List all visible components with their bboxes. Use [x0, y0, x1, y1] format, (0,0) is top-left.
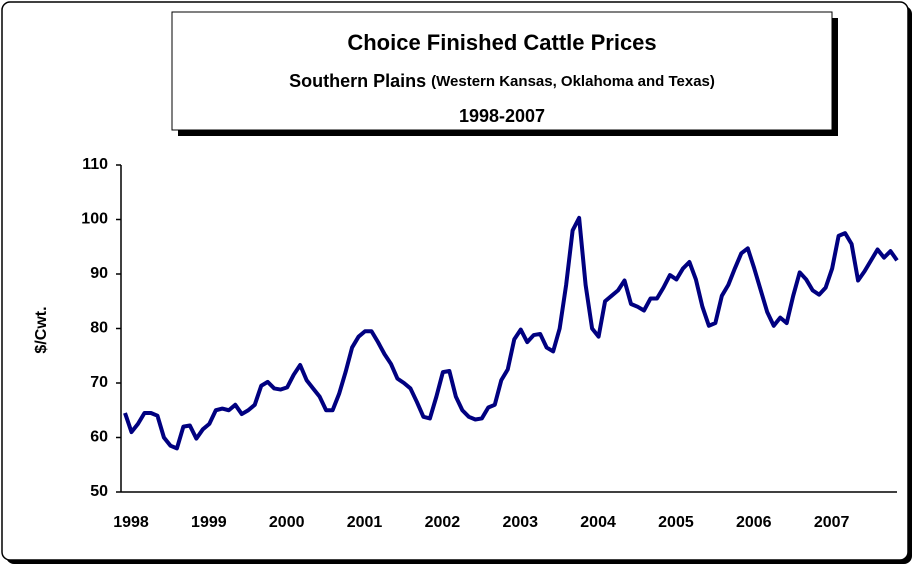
- subtitle-note: (Western Kansas, Oklahoma and Texas): [431, 73, 715, 90]
- title-box: [171, 11, 833, 131]
- y-tick-label: 60: [90, 429, 108, 446]
- x-tick-label: 2005: [658, 514, 694, 531]
- x-tick-label: 2002: [425, 514, 461, 531]
- y-tick-label: 110: [82, 156, 108, 173]
- x-tick-label: 1998: [113, 514, 149, 531]
- x-tick-label: 2001: [347, 514, 383, 531]
- y-axis-label: $/Cwt.: [33, 306, 50, 353]
- x-tick-label: 2007: [814, 514, 850, 531]
- chart-title: Choice Finished Cattle Prices: [347, 30, 656, 55]
- y-tick-label: 90: [90, 265, 108, 282]
- x-tick-label: 1999: [191, 514, 227, 531]
- y-tick-label: 50: [90, 483, 108, 500]
- x-tick-label: 2000: [269, 514, 305, 531]
- chart-period: 1998-2007: [459, 106, 545, 126]
- x-tick-label: 2006: [736, 514, 772, 531]
- x-tick-label: 2003: [502, 514, 538, 531]
- subtitle: Southern Plains: [289, 71, 431, 91]
- y-tick-label: 70: [90, 374, 108, 391]
- y-tick-label: 80: [90, 320, 108, 337]
- x-tick-label: 2004: [580, 514, 616, 531]
- chart-subtitle: Southern Plains (Western Kansas, Oklahom…: [289, 71, 715, 91]
- y-tick-label: 100: [81, 211, 108, 228]
- price-line: [123, 215, 899, 451]
